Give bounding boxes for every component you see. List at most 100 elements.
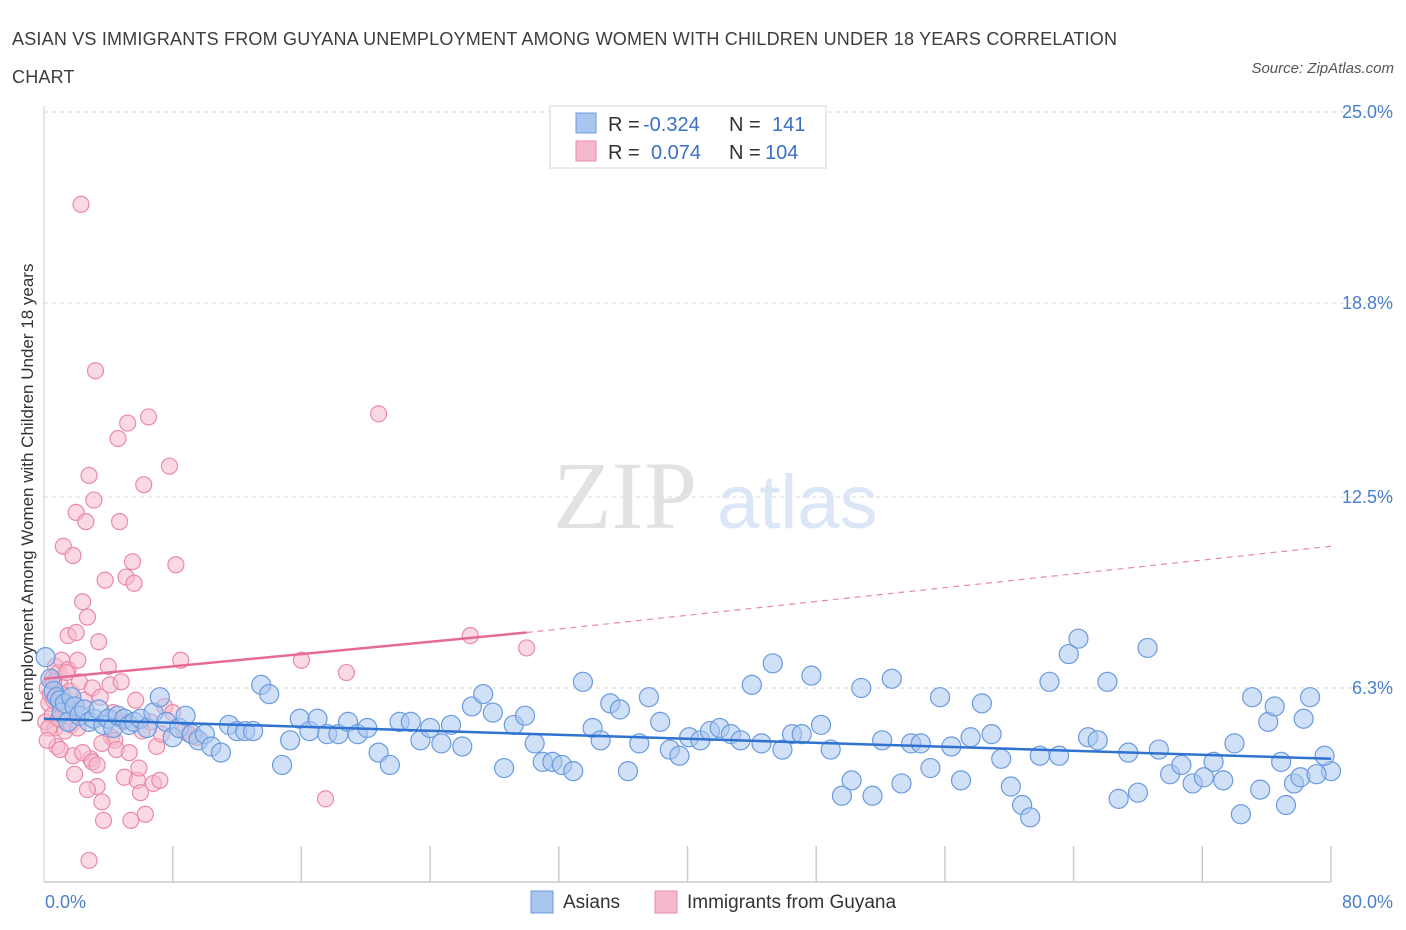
y-tick-label: 25.0% (1342, 102, 1393, 122)
guyana-trend-line (43, 631, 527, 680)
y-tick-labels: 6.3% 12.5% 18.8% 25.0% (1342, 102, 1393, 698)
guyana-point (131, 784, 150, 802)
guyana-point (151, 771, 169, 789)
asians-point (1271, 751, 1292, 772)
asians-point (960, 727, 981, 748)
guyana-point (167, 556, 185, 574)
guyana-point (160, 457, 179, 475)
asians-point (1039, 671, 1060, 692)
asians-point (400, 711, 421, 732)
guyana-point (93, 734, 111, 753)
guyana-point (119, 414, 137, 432)
legend-r-value-asians: -0.324 (643, 114, 700, 136)
legend-swatch-guyana (575, 140, 597, 162)
guyana-point (51, 740, 69, 759)
guyana-point (78, 780, 97, 799)
guyana-point (67, 623, 85, 642)
legend-r-label-asians: R = (608, 114, 640, 136)
guyana-trend-line-extrapolated (526, 545, 1332, 634)
bottom-legend-label-guyana: Immigrants from Guyana (687, 892, 896, 913)
gridlines (44, 111, 1392, 689)
asians-point (563, 761, 584, 782)
legend-box: R = -0.324 N = 141 R = 0.074 N = 104 (549, 105, 827, 169)
guyana-point (518, 639, 536, 657)
asians-point (259, 684, 280, 705)
guyana-point (123, 553, 142, 571)
asians-point (910, 733, 931, 754)
legend-n-value-asians: 141 (772, 114, 805, 136)
guyana-point (292, 651, 310, 669)
watermark: ZIP atlas (553, 442, 878, 549)
asians-point (1097, 671, 1118, 692)
asians-point (452, 736, 473, 757)
asians-point (1250, 779, 1271, 800)
guyana-point (94, 811, 113, 830)
guyana-point (74, 593, 92, 611)
trend-lines (43, 545, 1332, 761)
asians-point (820, 739, 841, 760)
asians-point (482, 702, 503, 723)
guyana-point (86, 362, 105, 380)
guyana-point (93, 793, 111, 811)
asians-point (881, 668, 902, 689)
bottom-legend-swatch-asians (530, 890, 554, 914)
bottom-legend-label-asians: Asians (563, 892, 620, 913)
asians-point (841, 770, 862, 791)
asians-point (572, 671, 594, 692)
asians-point (431, 733, 452, 754)
source-credit: Source: ZipAtlas.com (1251, 60, 1394, 77)
asians-point (831, 785, 853, 806)
asians-point (872, 730, 893, 751)
asians-point (862, 785, 883, 806)
bottom-legend: Asians Immigrants from Guyana (530, 890, 896, 914)
guyana-point (96, 571, 114, 589)
asians-point (609, 699, 631, 720)
asians-point (791, 724, 812, 745)
asians-point (1224, 733, 1245, 754)
guyana-point (120, 744, 138, 762)
asians-point (971, 693, 993, 714)
guyana-point (122, 811, 140, 830)
asians-point (772, 739, 793, 760)
legend-n-value-guyana: 104 (765, 142, 798, 164)
guyana-point (69, 651, 87, 669)
guyana-point (72, 195, 90, 213)
asians-point (524, 733, 545, 754)
asians-point (991, 748, 1012, 769)
guyana-point (88, 756, 106, 774)
asians-point (1275, 794, 1297, 816)
guyana-point (99, 657, 117, 676)
x-tick-marks (171, 846, 1332, 882)
asians-point (810, 714, 832, 736)
asians-point (1293, 708, 1314, 729)
guyana-point (90, 633, 108, 651)
asians-point (650, 711, 671, 732)
asians-point (1108, 788, 1129, 809)
watermark-atlas: atlas (717, 460, 878, 545)
guyana-point (64, 546, 82, 565)
asians-point (379, 754, 400, 776)
guyana-point (337, 663, 356, 682)
asians-point (762, 653, 783, 674)
bottom-legend-swatch-guyana (654, 890, 678, 914)
asians-point (1137, 637, 1158, 659)
asians-point (1087, 730, 1108, 751)
asians-point (741, 674, 762, 695)
guyana-point (125, 574, 143, 592)
y-tick-label: 12.5% (1342, 487, 1393, 507)
guyana-point (109, 429, 127, 448)
asians-point (981, 724, 1002, 745)
asians-point (1193, 767, 1215, 788)
asians-point (1171, 754, 1192, 776)
legend-swatch-asians (575, 112, 597, 134)
asians-point (1148, 739, 1169, 760)
asians-point (920, 757, 941, 779)
guyana-point (80, 851, 98, 870)
asians-point (851, 677, 872, 699)
asians-point (1000, 776, 1021, 797)
asians-point (751, 733, 772, 754)
x-tick-label-min: 0.0% (45, 892, 86, 912)
asians-point (1127, 782, 1149, 803)
asians-point (175, 705, 196, 726)
